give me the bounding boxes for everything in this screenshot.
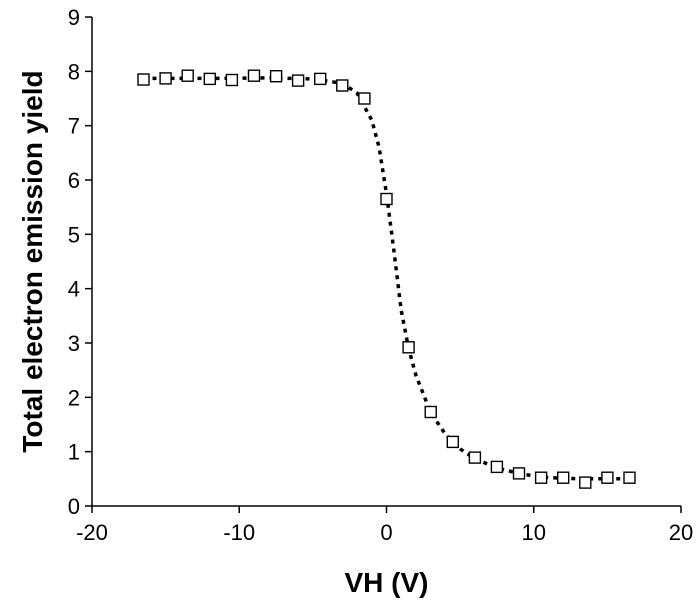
- y-axis-title: Total electron emission yield: [17, 70, 48, 452]
- data-point: [247, 69, 261, 82]
- x-axis-title: VH (V): [345, 567, 429, 598]
- data-point: [269, 69, 283, 83]
- x-tick-label: -10: [223, 520, 255, 545]
- data-point: [225, 73, 239, 87]
- axes: [91, 17, 681, 507]
- y-tick-label: 2: [68, 385, 80, 410]
- y-tick-label: 0: [68, 494, 80, 519]
- data-point: [402, 341, 415, 354]
- data-point: [380, 192, 393, 206]
- data-points: [137, 69, 636, 489]
- y-tick-label: 9: [68, 5, 80, 30]
- data-point: [291, 74, 305, 87]
- data-point: [446, 435, 459, 449]
- data-point: [314, 72, 327, 86]
- data-point: [512, 467, 526, 480]
- data-point: [579, 476, 592, 489]
- x-tick-label: 10: [522, 520, 546, 545]
- data-point: [159, 72, 172, 85]
- y-tick-label: 4: [68, 277, 80, 302]
- x-tick-label: 20: [669, 520, 693, 545]
- y-tick-label: 6: [68, 168, 80, 193]
- data-point: [424, 405, 437, 419]
- data-point: [623, 471, 636, 484]
- fit-curve-group: [143, 76, 630, 481]
- data-point: [358, 92, 371, 105]
- data-point: [490, 460, 504, 474]
- data-point: [181, 69, 194, 82]
- y-tick-label: 1: [68, 440, 80, 465]
- data-point: [601, 471, 614, 484]
- y-tick-label: 8: [68, 59, 80, 84]
- data-point: [468, 451, 482, 464]
- x-tick-label: -20: [76, 520, 108, 545]
- data-point: [137, 73, 150, 86]
- axis-ticks: 0 1 2 3 4 5 6 7 8 9 -20 -10 0 10 20: [68, 5, 693, 545]
- data-point: [336, 79, 349, 92]
- data-point: [557, 471, 570, 484]
- x-tick-label: 0: [380, 520, 392, 545]
- fit-curve: [143, 76, 630, 481]
- y-tick-label: 7: [68, 114, 80, 139]
- data-point: [534, 471, 548, 484]
- y-tick-label: 5: [68, 222, 80, 247]
- data-point: [203, 72, 217, 86]
- y-tick-label: 3: [68, 331, 80, 356]
